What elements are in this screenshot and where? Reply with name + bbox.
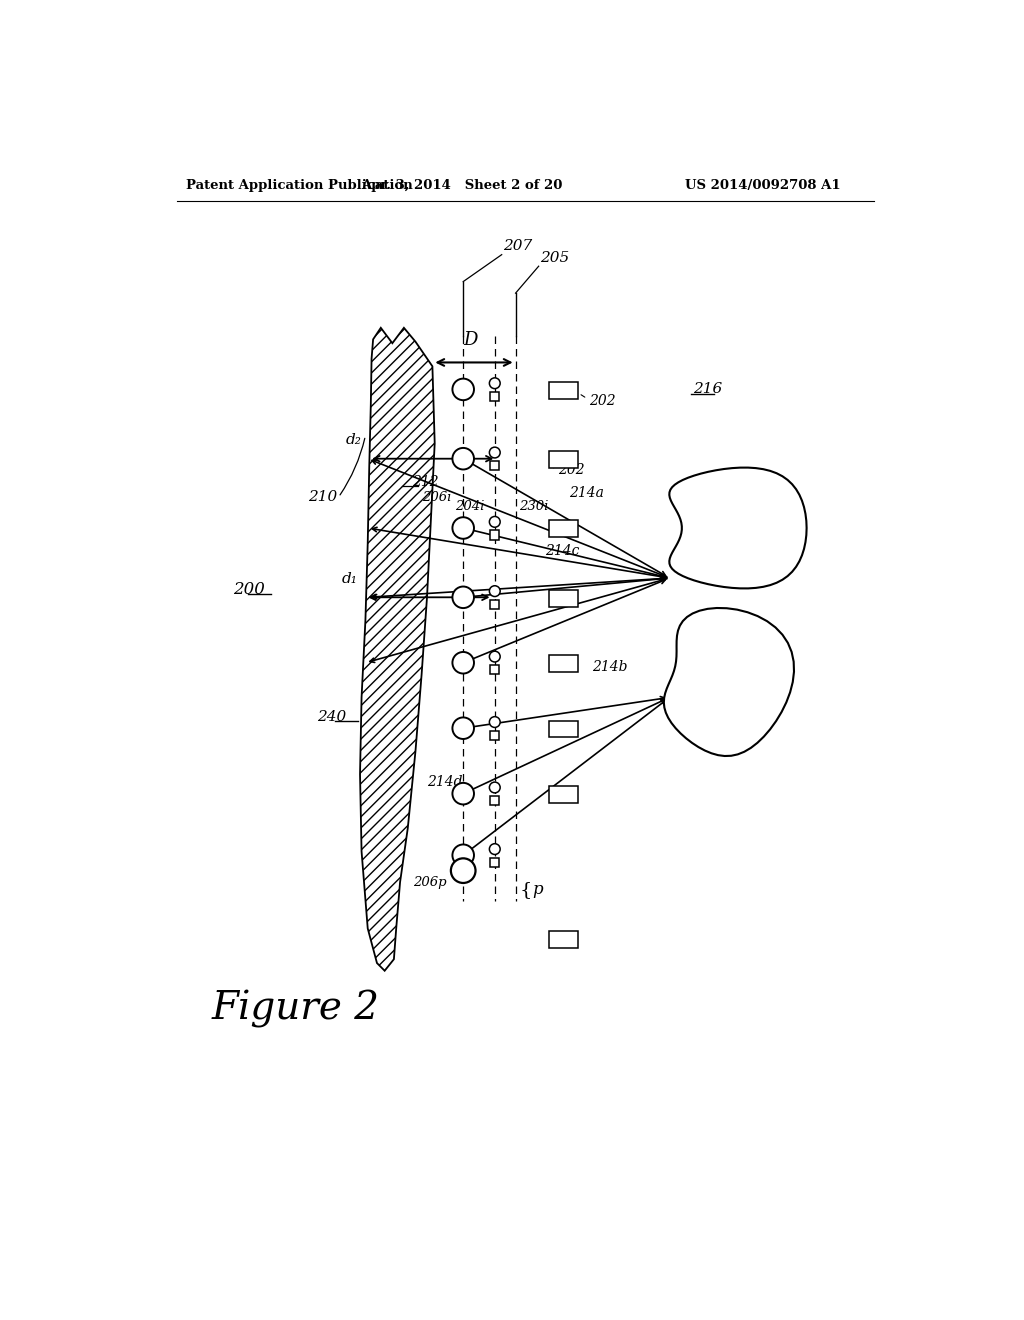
- Text: D: D: [463, 330, 477, 348]
- Text: Figure 2: Figure 2: [211, 990, 380, 1028]
- Text: 214b: 214b: [593, 660, 628, 673]
- Bar: [490, 665, 500, 675]
- Text: 214d: 214d: [427, 775, 463, 789]
- Circle shape: [489, 378, 500, 388]
- Text: US 2014/0092708 A1: US 2014/0092708 A1: [685, 178, 841, 191]
- Text: 212: 212: [412, 475, 438, 488]
- Circle shape: [489, 586, 500, 597]
- Bar: [549, 520, 578, 537]
- Text: 210: 210: [307, 490, 337, 504]
- Text: Apr. 3, 2014   Sheet 2 of 20: Apr. 3, 2014 Sheet 2 of 20: [361, 178, 562, 191]
- Bar: [549, 451, 578, 469]
- Text: 202: 202: [558, 463, 585, 478]
- Circle shape: [489, 651, 500, 663]
- Circle shape: [453, 586, 474, 609]
- Bar: [490, 531, 500, 540]
- Circle shape: [489, 843, 500, 854]
- Circle shape: [489, 781, 500, 793]
- Bar: [549, 590, 578, 607]
- Text: 202: 202: [589, 393, 615, 408]
- Text: 214a: 214a: [569, 486, 604, 500]
- Bar: [549, 785, 578, 803]
- Circle shape: [489, 717, 500, 727]
- Bar: [490, 858, 500, 867]
- Text: p: p: [532, 882, 543, 899]
- Polygon shape: [360, 327, 435, 970]
- Text: 240: 240: [316, 710, 346, 723]
- Text: 205: 205: [541, 251, 569, 264]
- Text: 207: 207: [503, 239, 532, 253]
- Polygon shape: [664, 609, 794, 756]
- Polygon shape: [670, 467, 807, 589]
- Circle shape: [489, 516, 500, 527]
- Circle shape: [453, 783, 474, 804]
- Text: 206p: 206p: [413, 875, 446, 888]
- Circle shape: [451, 858, 475, 883]
- Circle shape: [453, 379, 474, 400]
- Text: 204i: 204i: [456, 500, 484, 513]
- Bar: [490, 730, 500, 739]
- Bar: [549, 931, 578, 948]
- Text: 206i: 206i: [422, 491, 452, 504]
- Text: 216: 216: [692, 383, 722, 396]
- Circle shape: [453, 718, 474, 739]
- Bar: [549, 655, 578, 672]
- Bar: [490, 599, 500, 609]
- Bar: [490, 796, 500, 805]
- Bar: [490, 392, 500, 401]
- Circle shape: [453, 652, 474, 673]
- Text: 214c: 214c: [545, 544, 580, 558]
- Text: 218: 218: [712, 520, 743, 536]
- Circle shape: [489, 447, 500, 458]
- Circle shape: [453, 845, 474, 866]
- Text: Patent Application Publication: Patent Application Publication: [186, 178, 413, 191]
- Text: d₁: d₁: [342, 572, 357, 586]
- Circle shape: [453, 517, 474, 539]
- Text: 230i: 230i: [519, 500, 549, 513]
- Text: 200: 200: [233, 581, 265, 598]
- Bar: [549, 721, 578, 738]
- Circle shape: [453, 447, 474, 470]
- Bar: [549, 381, 578, 399]
- Bar: [490, 461, 500, 470]
- Text: {: {: [519, 880, 531, 899]
- Text: d₂: d₂: [346, 433, 361, 447]
